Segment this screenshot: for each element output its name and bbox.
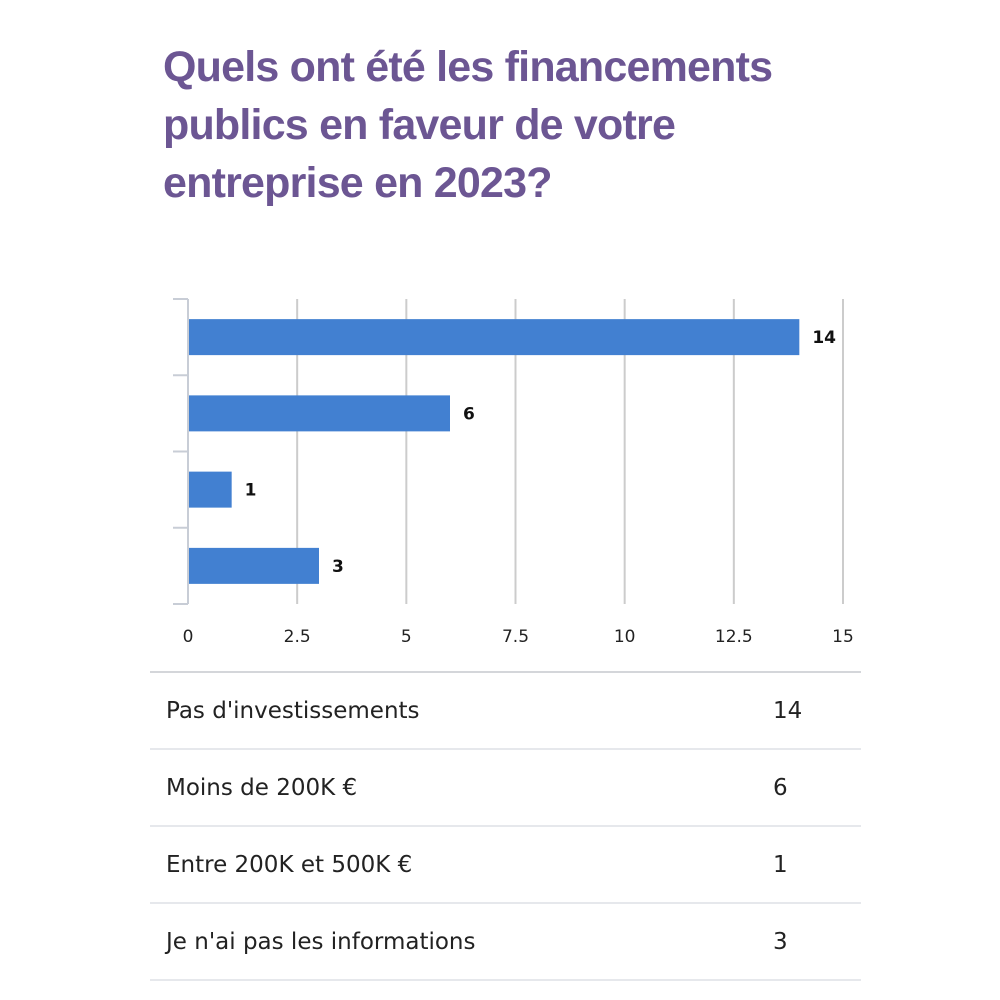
row-value: 1 — [773, 851, 788, 878]
x-axis-ticks: 0 2.5 5 7.5 10 12.5 15 — [183, 627, 854, 647]
table-row: Pas d'investissements 14 — [150, 673, 861, 750]
table-row: Entre 200K et 500K € 1 — [150, 827, 861, 904]
x-tick-label: 2.5 — [284, 627, 311, 647]
x-tick-label: 5 — [401, 627, 412, 647]
x-tick-label: 7.5 — [502, 627, 529, 647]
bar — [189, 547, 319, 584]
table-row: Moins de 200K € 6 — [150, 750, 861, 827]
row-value: 3 — [773, 928, 788, 955]
bars — [189, 319, 800, 584]
row-label: Je n'ai pas les informations — [166, 928, 476, 955]
x-tick-label: 15 — [832, 627, 854, 647]
bar-value-label: 3 — [332, 557, 344, 577]
row-label: Entre 200K et 500K € — [166, 851, 413, 878]
bar-value-label: 14 — [812, 328, 836, 348]
category-axis — [173, 298, 189, 605]
bar — [189, 471, 232, 508]
row-label: Pas d'investissements — [166, 697, 420, 724]
x-tick-label: 0 — [183, 627, 194, 647]
bar-value-label: 6 — [463, 404, 475, 424]
x-tick-label: 12.5 — [715, 627, 753, 647]
value-labels: 14 6 1 3 — [245, 328, 836, 577]
data-table: Pas d'investissements 14 Moins de 200K €… — [150, 671, 861, 981]
table-row: Je n'ai pas les informations 3 — [150, 904, 861, 981]
bar-value-label: 1 — [245, 481, 257, 501]
bar — [189, 395, 450, 432]
row-label: Moins de 200K € — [166, 774, 358, 801]
row-value: 14 — [773, 697, 803, 724]
chart-title: Quels ont été les financements publics e… — [163, 43, 773, 207]
row-value: 6 — [773, 774, 788, 801]
bar — [189, 319, 800, 356]
bar-chart: 14 6 1 3 0 2.5 5 7.5 10 12.5 15 — [173, 298, 854, 647]
x-tick-label: 10 — [614, 627, 636, 647]
